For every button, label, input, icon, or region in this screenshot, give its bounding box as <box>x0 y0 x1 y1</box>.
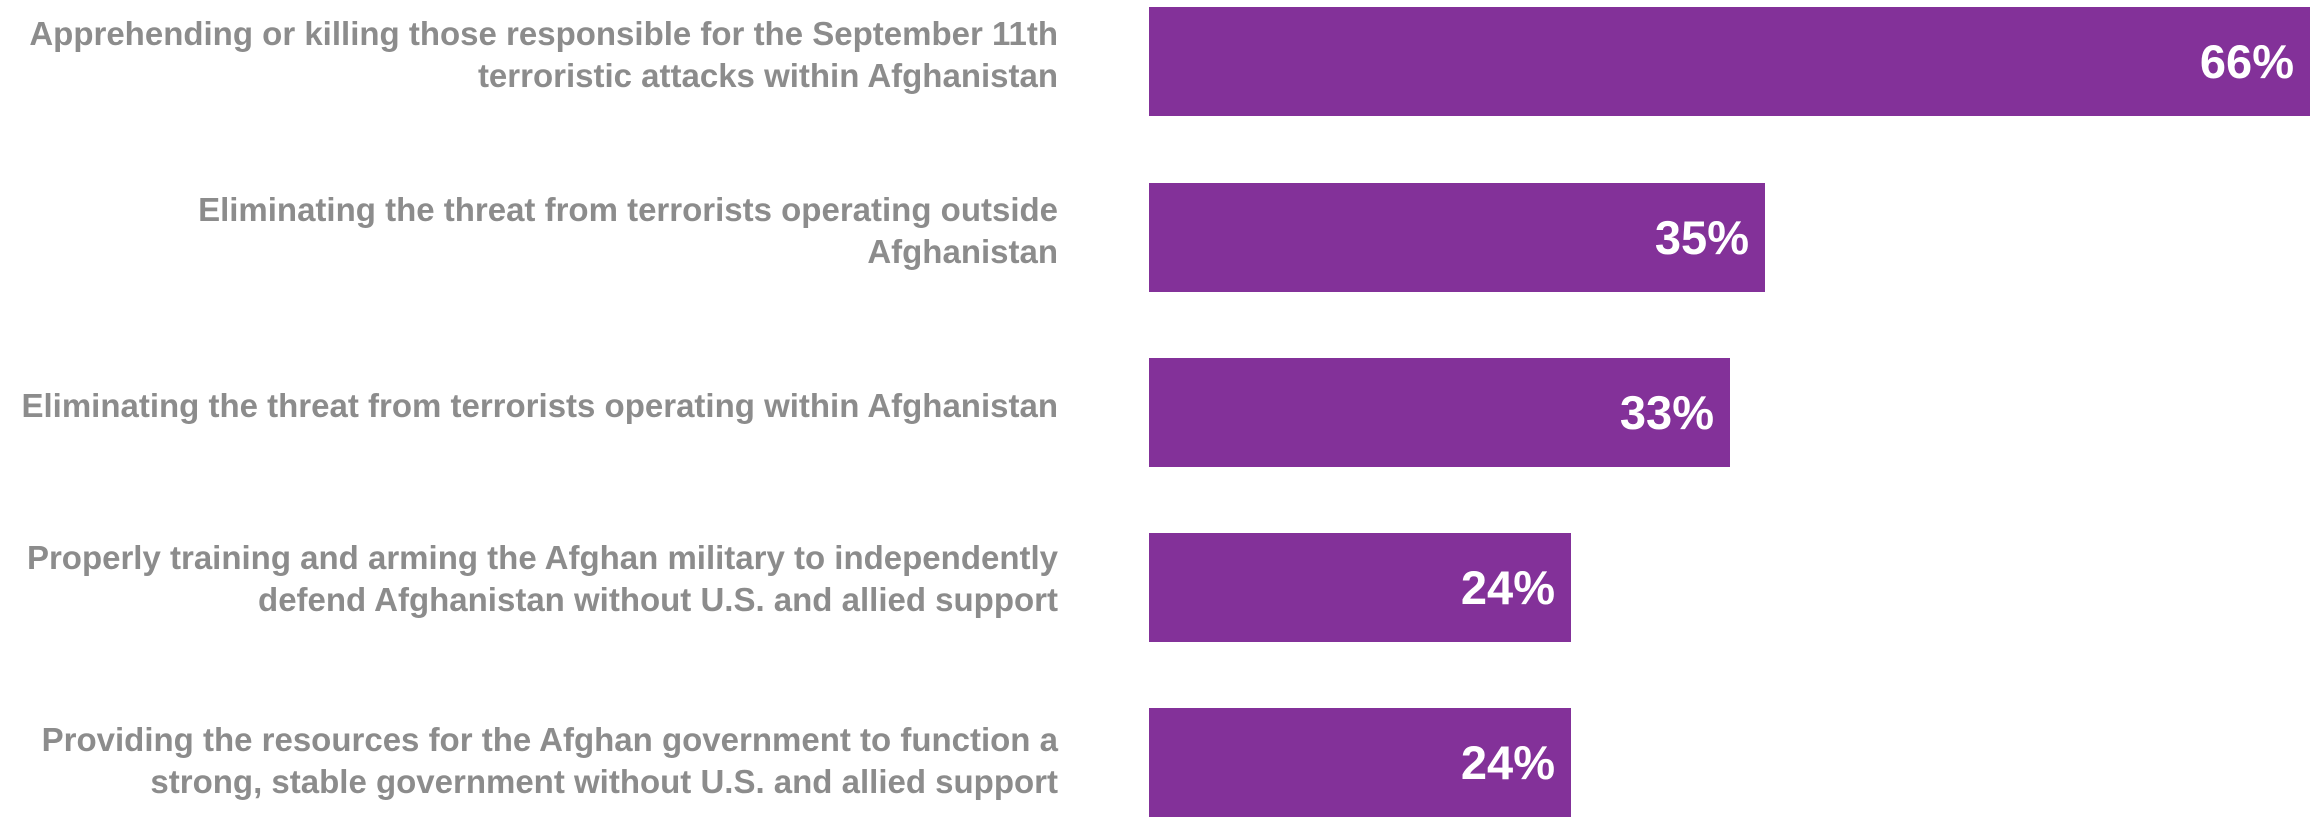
bar-value-label-4: 24% <box>1460 561 1555 614</box>
category-label-5: Providing the resources for the Afghan g… <box>41 721 1058 800</box>
bar-2: 35% <box>1149 183 1765 292</box>
bar-value-label-3: 33% <box>1619 386 1714 439</box>
bar-5: 24% <box>1149 708 1571 817</box>
bar-4: 24% <box>1149 533 1571 642</box>
bar-value-label-1: 66% <box>2199 35 2294 88</box>
bar-1: 66% <box>1149 7 2310 116</box>
bar-value-label-5: 24% <box>1460 736 1555 789</box>
category-label-3: Eliminating the threat from terrorists o… <box>21 386 1058 424</box>
category-label-1: Apprehending or killing those responsibl… <box>29 14 1058 94</box>
category-label-2: Eliminating the threat from terrorists o… <box>198 190 1058 270</box>
bar-value-label-2: 35% <box>1654 211 1749 264</box>
category-label-4: Properly training and arming the Afghan … <box>26 539 1058 618</box>
bar-3: 33% <box>1149 358 1730 467</box>
